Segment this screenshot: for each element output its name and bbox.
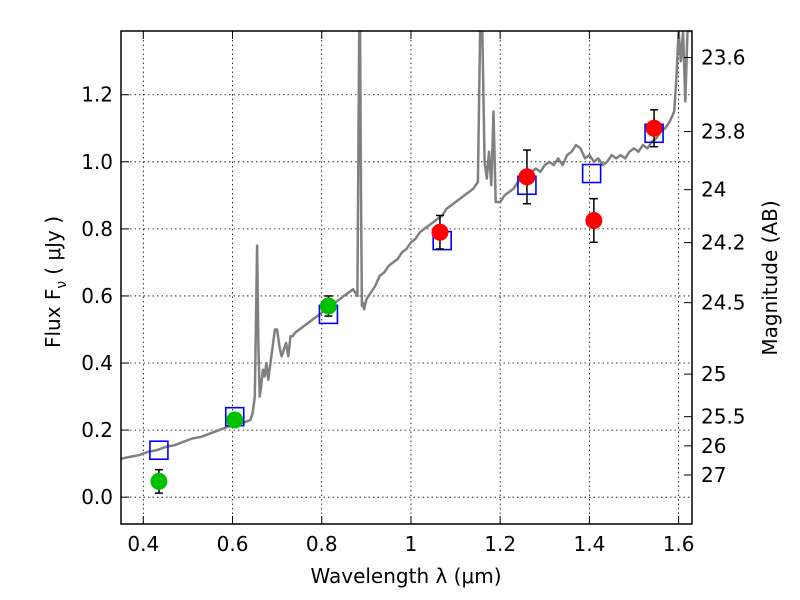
near-infrared-photometry-point [585,211,603,229]
y-tick-label: 0.4 [81,351,113,375]
ticks: 0.4 0.6 0.8 1 1.2 1.4 1.6 0.0 0.2 0.4 0.6 0.8 1.0 1.2… [81,31,746,556]
plot-frame [120,30,693,525]
right-tick-label: 23.8 [701,120,746,144]
model-photometry-point [149,440,169,461]
x-tick-label: 0.6 [217,532,249,556]
model-photometry-point [581,163,602,184]
near-infrared-photometry-point [431,223,449,241]
y-tick-label: 1.0 [81,150,113,174]
y-axis-label-subscript: ν [54,281,70,289]
x-tick-label: 1.2 [484,532,516,556]
x-tick-label: 1 [405,532,418,556]
y-tick-label: 0.6 [81,284,113,308]
right-tick-label: 25.5 [701,405,746,429]
spectrum-line [121,31,692,460]
y-tick-label: 0.0 [81,485,113,509]
optical-photometry-point [150,472,168,490]
right-tick-label: 24.2 [701,231,746,255]
x-tick-label: 0.4 [127,532,159,556]
x-tick-label: 1.6 [663,532,695,556]
right-tick-label: 27 [701,463,726,487]
right-tick-label: 25 [701,362,726,386]
near-infrared-photometry-point [518,168,536,186]
y-axis-label-main: Flux F [41,289,65,348]
near-infrared-photometry-point [645,119,663,137]
y-tick-label: 0.2 [81,418,113,442]
x-tick-label: 0.8 [306,532,338,556]
right-tick-label: 24 [701,178,726,202]
right-tick-label: 23.6 [701,45,746,69]
y-tick-label: 0.8 [81,217,113,241]
optical-photometry-point [226,411,244,429]
svg-text:Flux Fν( μJy ): Flux Fν ( μJy ) [41,216,70,348]
y-tick-label: 1.2 [81,83,113,107]
right-tick-label: 24.5 [701,291,746,315]
data-layer [121,31,692,494]
x-axis-label: Wavelength λ (μm) [310,564,501,588]
right-axis-label: Magnitude (AB) [758,200,782,355]
right-tick-label: 26 [701,434,726,458]
optical-photometry-point [319,297,337,315]
y-axis-label: Flux Fν ( μJy ) [41,216,70,348]
y-axis-label-unit: ( μJy ) [41,216,65,275]
x-tick-label: 1.4 [573,532,605,556]
